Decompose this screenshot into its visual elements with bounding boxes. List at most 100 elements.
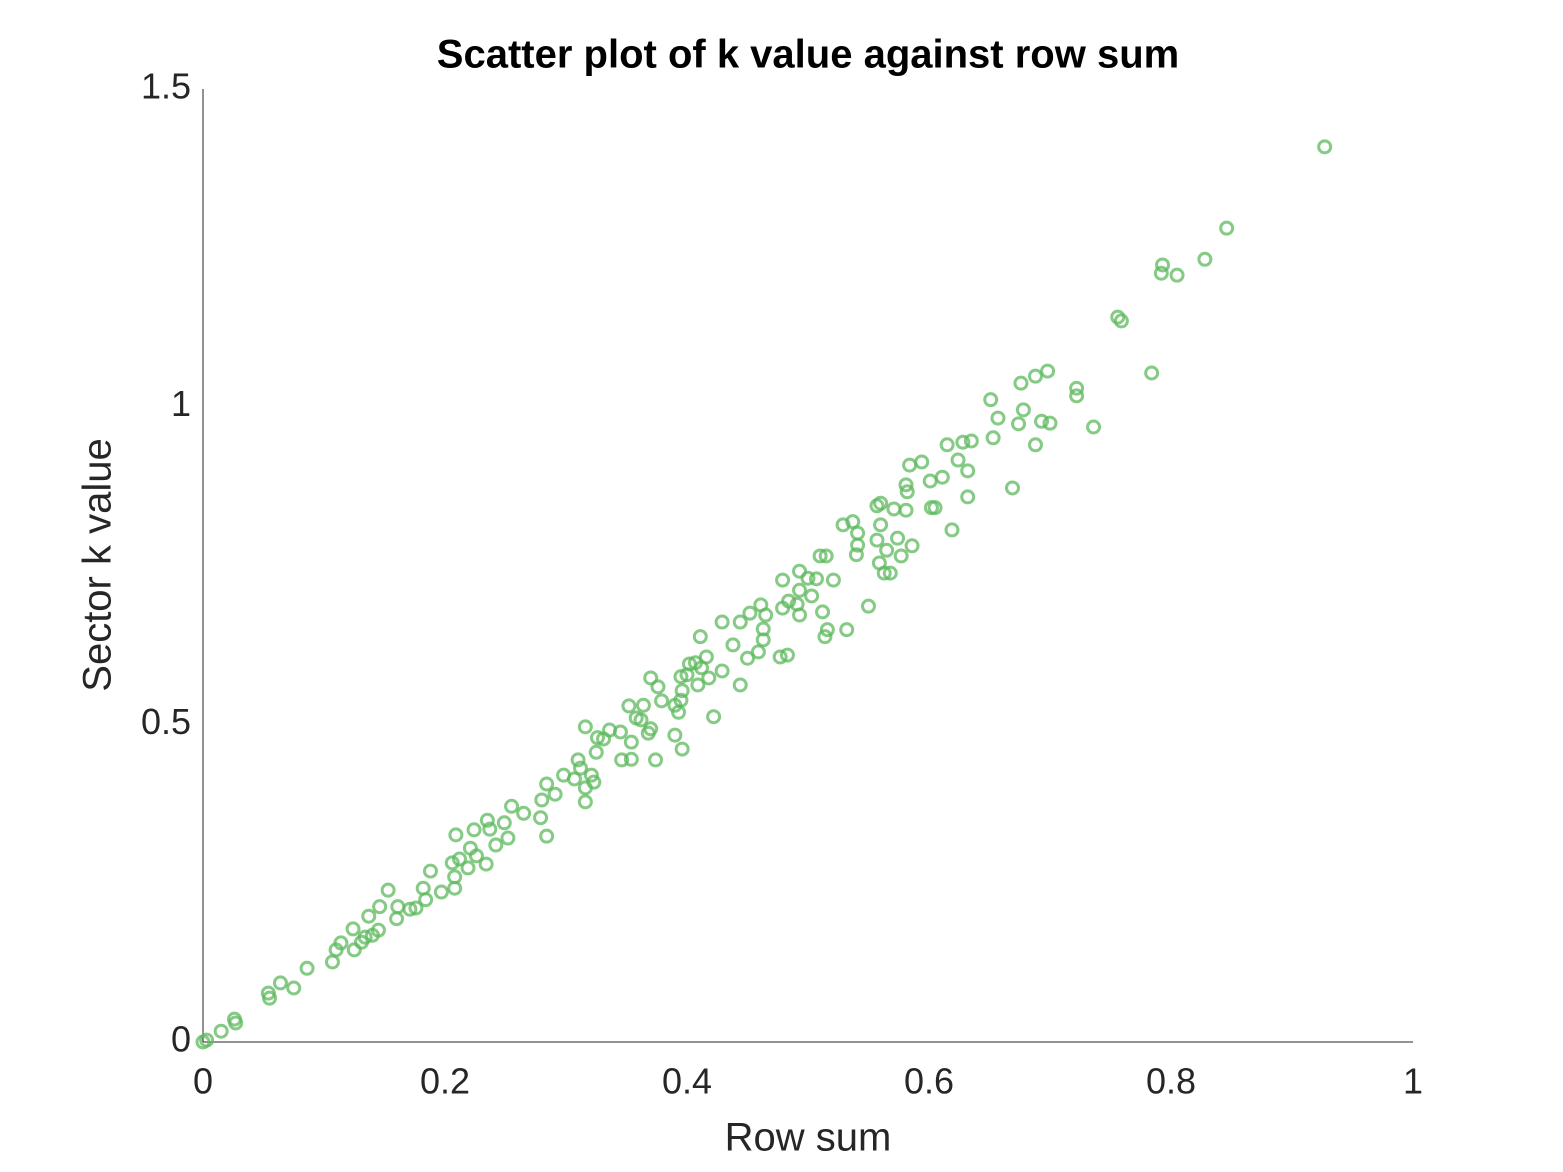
scatter-point: [985, 430, 1001, 446]
scatter-point: [612, 724, 628, 740]
scatter-point: [482, 821, 498, 837]
scatter-point: [1153, 265, 1169, 281]
scatter-point: [1013, 375, 1029, 391]
scatter-point: [621, 698, 637, 714]
scatter-point: [589, 730, 605, 746]
scatter-point: [389, 911, 405, 927]
scatter-point: [904, 538, 920, 554]
x-tick-label: 0.6: [904, 1061, 954, 1102]
scatter-point: [893, 548, 909, 564]
scatter-point: [573, 760, 589, 776]
scatter-point: [674, 741, 690, 757]
scatter-point: [633, 712, 649, 728]
scatter-point: [468, 848, 484, 864]
scatter-point: [914, 454, 930, 470]
scatter-point: [1144, 365, 1160, 381]
scatter-point: [444, 855, 460, 871]
scatter-point: [960, 463, 976, 479]
x-tick-label: 0: [193, 1061, 213, 1102]
scatter-point: [835, 517, 851, 533]
scatter-point: [372, 899, 388, 915]
scatter-point: [800, 570, 816, 586]
scatter-point: [694, 660, 710, 676]
scatter-point: [815, 604, 831, 620]
scatter-point: [850, 525, 866, 541]
y-axis-label: Sector k value: [76, 438, 120, 691]
scatter-point: [690, 677, 706, 693]
scatter-point: [262, 990, 278, 1006]
scatter-point: [706, 709, 722, 725]
scatter-point: [758, 607, 774, 623]
scatter-point: [742, 605, 758, 621]
scatter-point: [380, 882, 396, 898]
scatter-point: [488, 837, 504, 853]
scatter-point: [596, 731, 612, 747]
scatter-point: [819, 622, 835, 638]
scatter-point: [879, 542, 895, 558]
scatter-point: [882, 565, 898, 581]
scatter-point: [479, 812, 495, 828]
y-tick-label: 1: [171, 383, 191, 424]
scatter-point: [286, 980, 302, 996]
scatter-point: [577, 719, 593, 735]
scatter-point: [983, 392, 999, 408]
scatter-point: [364, 927, 380, 943]
scatter-point: [848, 547, 864, 563]
scatter-point: [654, 693, 670, 709]
scatter-point: [1110, 309, 1126, 325]
scatter-point: [433, 884, 449, 900]
scatter-point: [1069, 380, 1085, 396]
scatter-point: [516, 805, 532, 821]
scatter-point: [714, 663, 730, 679]
scatter-point: [944, 522, 960, 538]
scatter-point: [1069, 388, 1085, 404]
scatter-point: [934, 469, 950, 485]
scatter-point: [667, 727, 683, 743]
scatter-point: [792, 607, 808, 623]
scatter-point: [922, 473, 938, 489]
x-tick-label: 0.8: [1146, 1061, 1196, 1102]
y-tick-label: 1.5: [141, 66, 191, 107]
scatter-point: [570, 752, 586, 768]
scatter-point: [674, 683, 690, 699]
x-tick-label: 0.4: [662, 1061, 712, 1102]
scatter-point: [817, 629, 833, 645]
scatter-point: [1155, 257, 1171, 273]
scatter-point: [692, 629, 708, 645]
scatter-point: [818, 548, 834, 564]
scatter-point: [1040, 363, 1056, 379]
scatter-point: [960, 489, 976, 505]
scatter-point: [772, 649, 788, 665]
scatter-point: [714, 614, 730, 630]
scatter-point: [861, 598, 876, 614]
scatter-point: [1027, 368, 1043, 384]
scatter-point: [775, 572, 791, 588]
scatter-point: [950, 452, 966, 468]
scatter-point: [547, 786, 563, 802]
scatter-point: [583, 767, 599, 783]
scatter-point: [701, 670, 717, 686]
scatter-point: [614, 752, 630, 768]
scatter-point: [324, 954, 340, 970]
scatter-point: [990, 410, 1006, 426]
scatter-point: [623, 734, 639, 750]
scatter-point: [792, 582, 808, 598]
scatter-point: [673, 669, 689, 685]
scatter-point: [577, 794, 593, 810]
scatter-point: [1169, 267, 1185, 283]
scatter-point: [1113, 313, 1129, 329]
scatter-point: [899, 484, 915, 500]
x-tick-label: 1: [1403, 1061, 1423, 1102]
scatter-point: [1027, 437, 1043, 453]
scatter-point: [876, 565, 892, 581]
scatter-point: [955, 434, 971, 450]
scatter-point: [825, 572, 841, 588]
scatter-point: [299, 960, 315, 976]
scatter-point: [466, 822, 482, 838]
scatter-point: [886, 501, 902, 517]
scatter-point: [939, 437, 955, 453]
scatter-point: [635, 697, 651, 713]
scatter-point: [418, 892, 434, 908]
scatter-point: [460, 860, 476, 876]
scatter-point: [577, 780, 593, 796]
